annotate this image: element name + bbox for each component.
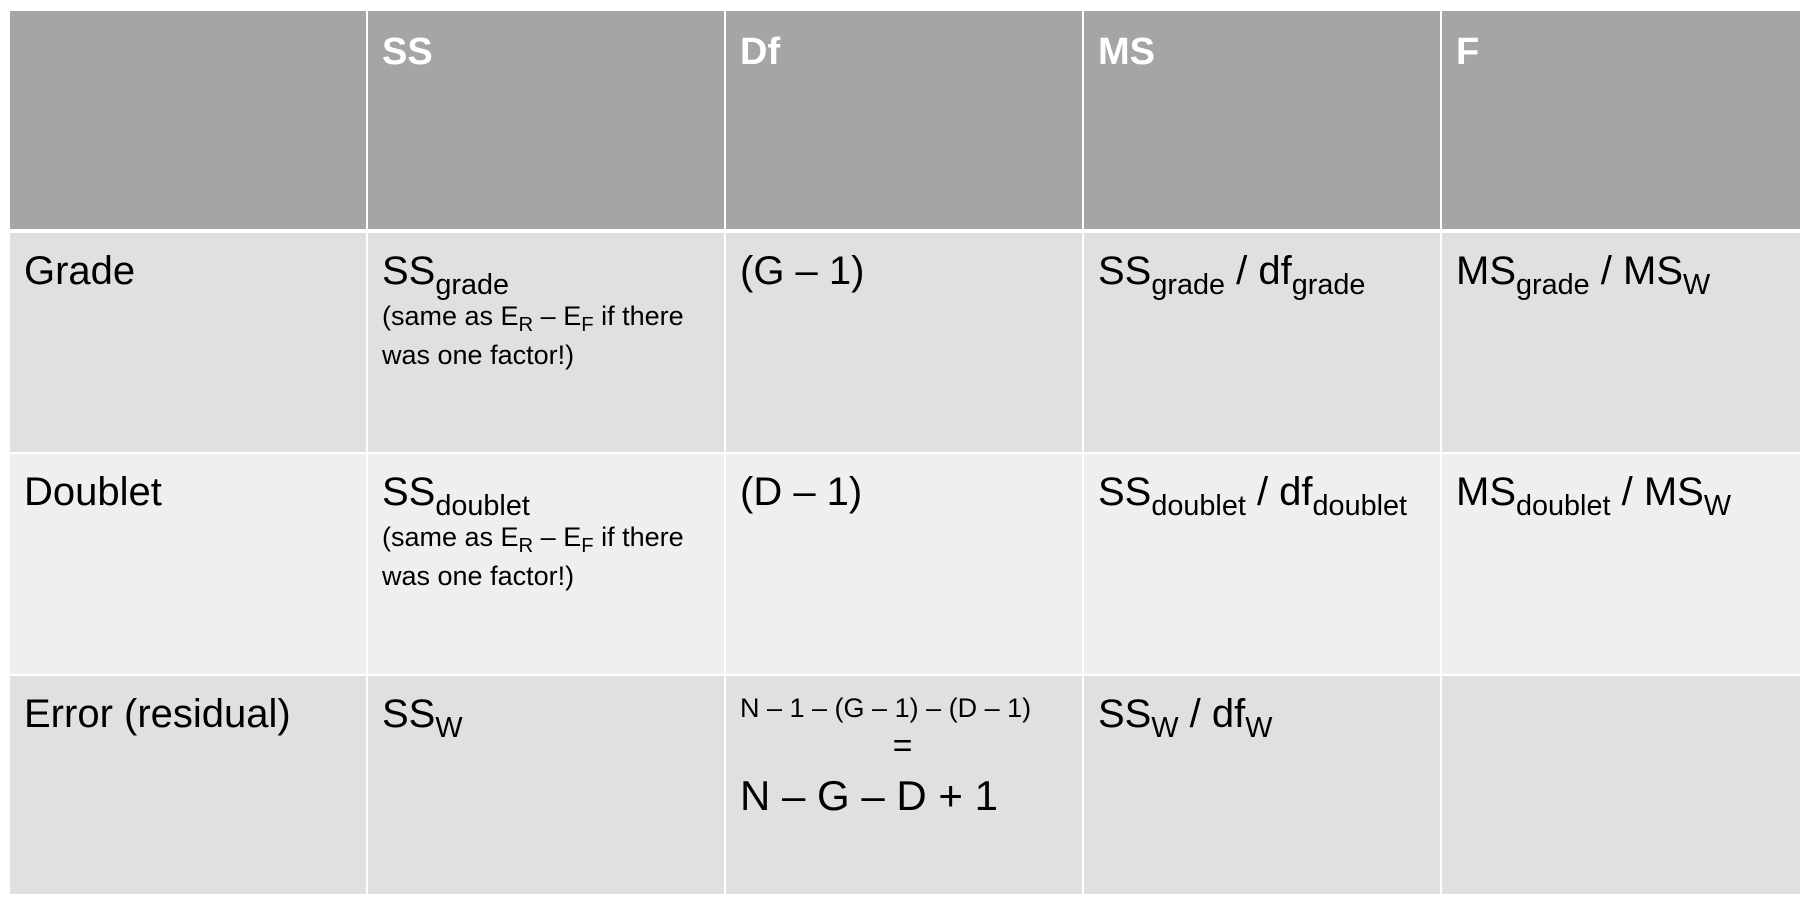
formula-part: SS — [1098, 692, 1152, 736]
cell-ms-grade: SSgrade / dfgrade — [1083, 231, 1442, 454]
ss-formula: SSW — [382, 690, 710, 742]
ms-formula: SSW / dfW — [1098, 690, 1426, 742]
cell-df-error: N – 1 – (G – 1) – (D – 1) = N – G – D + … — [725, 675, 1084, 894]
f-formula: MSgrade / MSW — [1456, 247, 1786, 299]
note-part: – E — [533, 301, 582, 331]
note-part: if there was one factor!) — [382, 522, 684, 592]
df-expanded-formula: N – 1 – (G – 1) – (D – 1) — [740, 693, 1032, 723]
cell-ss-error: SSW — [367, 675, 726, 894]
df-formula: (D – 1) — [740, 470, 863, 514]
formula-part: MS — [1456, 249, 1516, 293]
ss-subscript: doublet — [435, 490, 530, 523]
ss-formula: SSdoublet — [382, 468, 710, 520]
table-row-doublet: Doublet SSdoublet (same as ER – EF if th… — [10, 453, 1800, 676]
formula-part: / df — [1178, 692, 1246, 736]
formula-subscript: W — [1703, 490, 1732, 523]
note-subscript: R — [518, 535, 534, 558]
cell-f-grade: MSgrade / MSW — [1441, 231, 1800, 454]
note-subscript: F — [581, 535, 594, 558]
note-part: – E — [533, 522, 582, 552]
ss-symbol: SS — [382, 692, 436, 736]
formula-subscript: W — [1245, 712, 1273, 745]
row-label-text: Grade — [24, 249, 136, 293]
ms-formula: SSdoublet / dfdoublet — [1098, 468, 1426, 520]
formula-subscript: doublet — [1516, 490, 1611, 523]
formula-subscript: doublet — [1151, 490, 1246, 523]
df-equals-sign: = — [892, 727, 913, 766]
df-simplified-formula: N – G – D + 1 — [740, 771, 998, 819]
row-label-text: Doublet — [24, 470, 162, 514]
header-ms: MS — [1083, 11, 1442, 233]
formula-subscript: grade — [1291, 269, 1366, 302]
table-row-error: Error (residual) SSW N – 1 – (G – 1) – (… — [10, 675, 1800, 894]
row-label-text: Error (residual) — [24, 692, 291, 736]
table-row-grade: Grade SSgrade (same as ER – EF if there … — [10, 231, 1800, 454]
formula-part: / df — [1225, 249, 1292, 293]
cell-ms-error: SSW / dfW — [1083, 675, 1442, 894]
ss-note: (same as ER – EF if there was one factor… — [382, 518, 710, 596]
ss-note: (same as ER – EF if there was one factor… — [382, 297, 710, 375]
header-df: Df — [725, 11, 1084, 233]
header-row: SS Df MS F — [10, 11, 1800, 233]
cell-f-error — [1441, 675, 1800, 894]
formula-part: / df — [1245, 470, 1313, 514]
row-label-error: Error (residual) — [10, 675, 368, 894]
cell-ss-grade: SSgrade (same as ER – EF if there was on… — [367, 231, 726, 454]
ss-symbol: SS — [382, 249, 436, 293]
ss-formula: SSgrade — [382, 247, 710, 299]
formula-subscript: grade — [1516, 269, 1590, 302]
cell-ss-doublet: SSdoublet (same as ER – EF if there was … — [367, 453, 726, 676]
formula-part: / MS — [1589, 249, 1683, 293]
row-label-doublet: Doublet — [10, 453, 368, 676]
note-part: (same as E — [382, 301, 519, 331]
cell-df-grade: (G – 1) — [725, 231, 1084, 454]
header-f: F — [1441, 11, 1800, 233]
formula-part: MS — [1456, 470, 1516, 514]
formula-part: SS — [1098, 249, 1152, 293]
row-label-grade: Grade — [10, 231, 368, 454]
note-part: if there was one factor!) — [382, 301, 684, 371]
formula-subscript: doublet — [1312, 490, 1408, 523]
ss-subscript: W — [435, 712, 463, 745]
ss-symbol: SS — [382, 470, 436, 514]
cell-f-doublet: MSdoublet / MSW — [1441, 453, 1800, 676]
formula-subscript: W — [1151, 712, 1179, 745]
formula-part: SS — [1098, 470, 1152, 514]
formula-subscript: grade — [1151, 269, 1226, 302]
f-formula: MSdoublet / MSW — [1456, 468, 1786, 520]
formula-subscript: W — [1683, 269, 1711, 302]
note-part: (same as E — [382, 522, 519, 552]
cell-df-doublet: (D – 1) — [725, 453, 1084, 676]
note-subscript: R — [518, 314, 534, 337]
header-ss: SS — [367, 11, 726, 233]
df-formula: (G – 1) — [740, 249, 865, 293]
ms-formula: SSgrade / dfgrade — [1098, 247, 1426, 299]
note-subscript: F — [581, 314, 594, 337]
formula-part: / MS — [1610, 470, 1704, 514]
cell-ms-doublet: SSdoublet / dfdoublet — [1083, 453, 1442, 676]
header-corner — [10, 11, 368, 233]
anova-table: SS Df MS F Grade SSgrade (same as ER – E… — [10, 11, 1800, 894]
ss-subscript: grade — [435, 269, 510, 302]
